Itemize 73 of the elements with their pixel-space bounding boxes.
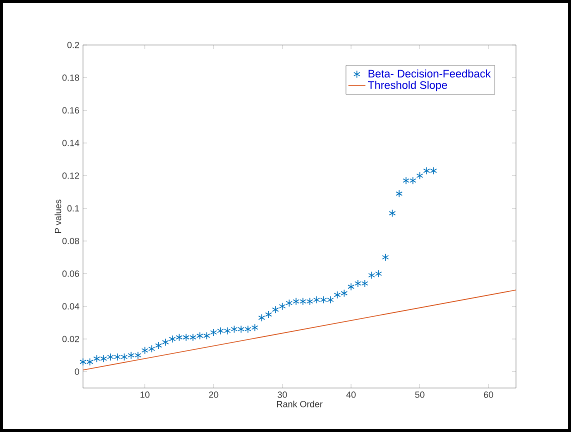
point bbox=[396, 190, 403, 198]
x-tick-label: 20 bbox=[209, 392, 218, 398]
point bbox=[251, 324, 258, 332]
y-tick-label: 0.08 bbox=[62, 238, 80, 244]
point bbox=[196, 332, 204, 340]
point bbox=[190, 333, 196, 342]
point bbox=[313, 296, 320, 304]
point bbox=[114, 353, 121, 361]
x-tick-label: 30 bbox=[278, 392, 287, 398]
legend-label: Beta- Decision-Feedback bbox=[368, 69, 491, 78]
point bbox=[238, 325, 245, 334]
x-tick-label: 60 bbox=[484, 392, 494, 398]
y-tick-label: 0 bbox=[74, 368, 80, 375]
point bbox=[368, 271, 376, 280]
point bbox=[423, 166, 430, 175]
x-tick-label: 40 bbox=[346, 392, 356, 398]
point bbox=[107, 353, 114, 361]
point bbox=[141, 346, 148, 354]
point bbox=[402, 176, 410, 184]
y-tick-label: 0.2 bbox=[67, 42, 80, 48]
point bbox=[278, 302, 286, 310]
point bbox=[203, 332, 210, 340]
point bbox=[217, 326, 224, 335]
point bbox=[86, 358, 94, 366]
legend-label: Threshold Slope bbox=[368, 80, 448, 92]
y-axis-title: P values bbox=[54, 200, 62, 233]
y-tick-label: 0.14 bbox=[62, 140, 80, 146]
point bbox=[224, 326, 231, 335]
point bbox=[120, 353, 128, 361]
point bbox=[430, 166, 437, 175]
point bbox=[348, 282, 354, 291]
point bbox=[292, 298, 300, 306]
point bbox=[388, 209, 396, 218]
point bbox=[354, 280, 362, 288]
point bbox=[176, 333, 183, 342]
point bbox=[326, 296, 334, 304]
point bbox=[340, 289, 348, 298]
point bbox=[382, 253, 389, 262]
point bbox=[148, 344, 156, 353]
y-tick-label: 0.18 bbox=[62, 74, 80, 81]
point bbox=[80, 358, 86, 366]
point bbox=[162, 338, 169, 346]
point bbox=[409, 176, 416, 184]
point bbox=[93, 354, 100, 362]
y-tick-label: 0.1 bbox=[67, 205, 80, 212]
point bbox=[300, 298, 306, 306]
point bbox=[244, 325, 252, 334]
point bbox=[416, 172, 424, 180]
point bbox=[320, 296, 327, 304]
x-tick-label: 10 bbox=[140, 392, 150, 398]
y-tick-label: 0.04 bbox=[62, 303, 80, 310]
y-tick-label: 0.06 bbox=[62, 270, 80, 277]
point bbox=[258, 314, 266, 322]
point bbox=[155, 342, 162, 350]
point bbox=[306, 298, 314, 306]
point bbox=[100, 354, 108, 362]
point bbox=[334, 291, 341, 299]
x-axis-title: Rank Order bbox=[277, 400, 323, 408]
y-tick-label: 0.16 bbox=[62, 107, 80, 114]
x-tick-label: 50 bbox=[415, 392, 424, 398]
point bbox=[272, 306, 279, 314]
point bbox=[182, 333, 190, 342]
point bbox=[286, 299, 293, 307]
point bbox=[361, 280, 368, 288]
point bbox=[210, 328, 218, 336]
point bbox=[128, 351, 135, 360]
point bbox=[168, 335, 176, 343]
point bbox=[134, 351, 142, 360]
point bbox=[265, 310, 272, 318]
y-tick-label: 0.02 bbox=[62, 336, 80, 342]
point bbox=[230, 325, 238, 334]
point bbox=[375, 270, 382, 278]
y-tick-label: 0.12 bbox=[62, 172, 80, 179]
